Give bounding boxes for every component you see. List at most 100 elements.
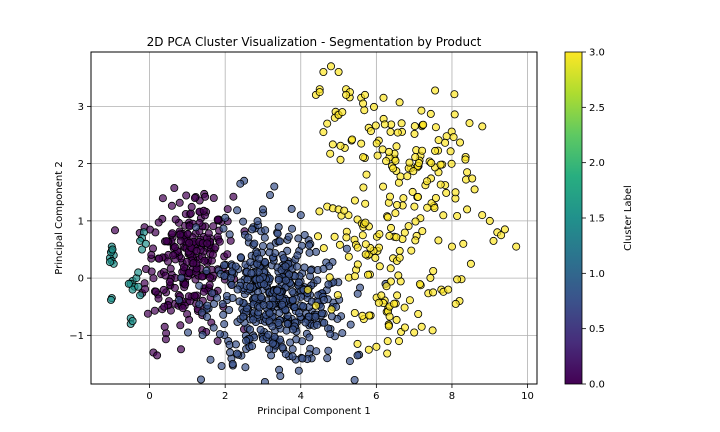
data-point-cluster-1 [288, 352, 297, 361]
data-point-cluster-3 [463, 168, 472, 177]
data-point-cluster-3 [371, 253, 380, 262]
data-point-cluster-3 [384, 322, 393, 331]
data-point-cluster-1 [345, 357, 354, 366]
data-point-cluster-0 [213, 337, 222, 346]
data-point-cluster-3 [392, 142, 401, 151]
data-point-cluster-0 [200, 256, 209, 265]
colorbar-tick-label: 2.5 [589, 103, 605, 114]
data-point-cluster-3 [450, 90, 459, 99]
data-point-cluster-1 [304, 241, 313, 250]
data-point-cluster-3 [407, 246, 416, 255]
data-point-cluster-1 [191, 223, 200, 232]
data-point-cluster-1 [259, 300, 268, 309]
data-point-cluster-3 [400, 323, 409, 332]
data-point-cluster-1 [296, 211, 305, 220]
data-point-cluster-1 [284, 232, 293, 241]
y-tick-label: 3 [78, 102, 84, 113]
data-point-cluster-1 [195, 300, 204, 309]
data-point-cluster-3 [431, 146, 440, 155]
data-point-cluster-0 [190, 291, 199, 300]
data-point-cluster-1 [236, 253, 245, 262]
data-point-cluster-1 [274, 318, 283, 327]
data-point-cluster-3 [466, 259, 475, 268]
data-point-cluster-3 [372, 342, 381, 351]
data-point-cluster-1 [274, 222, 283, 231]
data-point-cluster-3 [434, 236, 443, 245]
y-tick-label: 1 [78, 216, 84, 227]
colorbar-ticks: 0.0 0.5 1.0 1.5 2.0 2.5 3.0 [582, 48, 605, 391]
data-point-cluster-1 [239, 217, 248, 226]
data-point-cluster-3 [393, 128, 402, 137]
data-point-cluster-3 [353, 243, 362, 252]
data-point-cluster-3 [431, 123, 440, 132]
data-point-cluster-2 [141, 239, 150, 248]
data-point-cluster-0 [203, 239, 212, 248]
data-point-cluster-3 [359, 153, 368, 162]
data-point-cluster-1 [353, 351, 362, 360]
data-point-cluster-0 [176, 321, 185, 330]
data-point-cluster-1 [320, 318, 329, 327]
data-point-cluster-3 [311, 301, 320, 310]
data-point-cluster-1 [324, 280, 333, 289]
data-point-cluster-0 [209, 222, 218, 231]
data-point-cluster-1 [342, 244, 351, 253]
data-point-cluster-0 [149, 274, 158, 283]
data-point-cluster-0 [170, 183, 179, 192]
data-point-cluster-1 [206, 355, 215, 364]
data-point-cluster-1 [265, 248, 274, 257]
data-point-cluster-0 [185, 238, 194, 247]
data-point-cluster-1 [215, 330, 224, 339]
data-point-cluster-3 [459, 239, 468, 248]
data-point-cluster-3 [411, 153, 420, 162]
data-point-cluster-1 [247, 225, 256, 234]
data-point-cluster-3 [395, 253, 404, 262]
data-point-cluster-0 [163, 257, 172, 266]
data-point-cluster-1 [265, 190, 274, 199]
data-point-cluster-1 [231, 340, 240, 349]
data-point-cluster-3 [361, 218, 370, 227]
data-point-cluster-0 [166, 264, 175, 273]
data-point-cluster-1 [233, 206, 242, 215]
data-point-cluster-0 [176, 230, 185, 239]
data-point-cluster-3 [450, 110, 459, 119]
data-point-cluster-0 [213, 215, 222, 224]
data-point-cluster-0 [153, 351, 162, 360]
data-point-cluster-3 [426, 273, 435, 282]
data-point-cluster-0 [141, 285, 150, 294]
data-point-cluster-0 [181, 280, 190, 289]
data-point-cluster-1 [264, 330, 273, 339]
data-point-cluster-3 [429, 266, 438, 275]
data-point-cluster-3 [372, 139, 381, 148]
data-point-cluster-3 [408, 187, 417, 196]
data-point-cluster-0 [205, 280, 214, 289]
colorbar-gradient [564, 51, 583, 385]
data-point-cluster-1 [260, 378, 269, 384]
data-point-cluster-3 [399, 194, 408, 203]
data-point-cluster-3 [428, 326, 437, 335]
data-point-cluster-3 [319, 244, 328, 253]
data-point-cluster-2 [105, 258, 114, 267]
data-point-cluster-3 [385, 231, 394, 240]
data-point-cluster-1 [174, 296, 183, 305]
data-point-cluster-3 [410, 129, 419, 138]
data-point-cluster-1 [317, 309, 326, 318]
data-point-cluster-0 [159, 285, 168, 294]
data-point-cluster-1 [293, 251, 302, 260]
data-point-cluster-3 [383, 349, 392, 358]
data-point-cluster-0 [183, 229, 192, 238]
data-point-cluster-3 [400, 303, 409, 312]
data-point-cluster-0 [160, 322, 169, 331]
data-point-cluster-3 [451, 188, 460, 197]
data-point-cluster-3 [360, 106, 369, 115]
data-point-cluster-0 [199, 287, 208, 296]
data-point-cluster-3 [497, 231, 506, 240]
data-point-cluster-3 [336, 155, 345, 164]
data-point-cluster-0 [176, 345, 185, 354]
data-point-cluster-3 [344, 252, 353, 261]
data-point-cluster-1 [226, 273, 235, 282]
data-point-cluster-3 [326, 62, 335, 71]
data-point-cluster-3 [366, 127, 375, 136]
data-point-cluster-3 [336, 141, 345, 150]
data-point-cluster-3 [383, 213, 392, 222]
